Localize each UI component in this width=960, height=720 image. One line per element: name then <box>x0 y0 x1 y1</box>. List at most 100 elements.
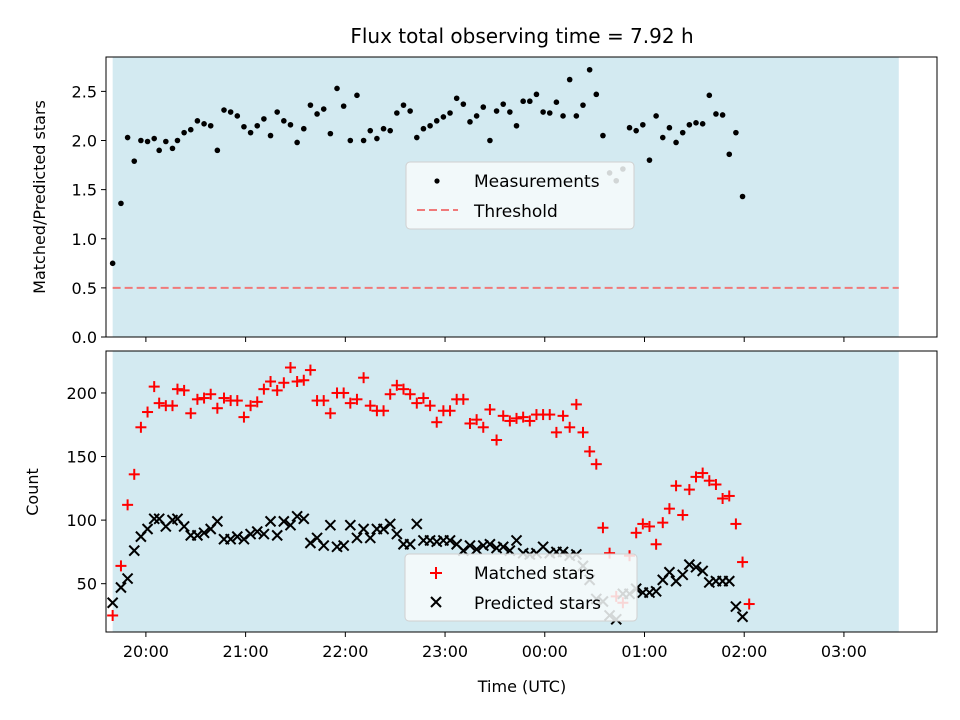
matched-star-point <box>417 392 429 404</box>
predicted-star-point <box>251 525 263 538</box>
measurement-point <box>679 129 686 136</box>
y-tick-label: 0.0 <box>72 328 97 347</box>
predicted-star-point <box>318 539 330 552</box>
predicted-star-point <box>411 518 423 530</box>
matched-star-point <box>153 397 165 409</box>
matched-star-point <box>677 509 689 521</box>
matched-star-point <box>650 538 662 550</box>
matched-star-point <box>166 400 178 412</box>
matched-star-point <box>115 560 127 572</box>
matched-star-point <box>218 392 230 404</box>
predicted-star-point <box>690 561 702 573</box>
matched-star-point <box>351 393 363 405</box>
matched-star-point <box>457 393 469 405</box>
matched-star-point <box>251 396 263 408</box>
measurement-point <box>394 110 400 116</box>
predicted-star-point <box>344 519 357 531</box>
matched-star-point <box>358 372 370 384</box>
matched-star-point <box>107 609 119 621</box>
measurement-point <box>247 129 254 136</box>
predicted-star-point <box>148 513 160 525</box>
count-y-ticks: 50 100 150 200 <box>66 384 106 594</box>
measurement-point <box>207 122 214 129</box>
predicted-star-point <box>291 510 303 523</box>
measurement-point <box>533 91 540 98</box>
measurement-point <box>360 137 367 144</box>
matched-star-point <box>271 384 283 396</box>
matched-star-point <box>683 484 695 496</box>
measurement-point <box>307 102 314 108</box>
measurement-point <box>487 137 493 144</box>
predicted-star-point <box>121 572 134 585</box>
ratio-legend-box <box>405 161 635 230</box>
legend-matched-marker <box>430 567 442 579</box>
matched-star-point <box>544 409 556 421</box>
measurement-point <box>513 122 520 129</box>
measurement-point <box>261 116 267 122</box>
y-tick-label: 0.5 <box>72 279 97 298</box>
matched-star-point <box>484 403 496 415</box>
matched-star-point <box>597 522 609 534</box>
matched-star-point <box>122 499 134 511</box>
matched-star-point <box>657 517 669 529</box>
matched-star-point <box>557 410 569 422</box>
measurement-point <box>586 66 593 73</box>
measurement-point <box>109 260 116 267</box>
x-tick-label: 22:00 <box>322 642 368 661</box>
measurement-point <box>646 157 653 163</box>
matched-star-point <box>504 415 516 427</box>
predicted-star-point <box>677 569 689 581</box>
matched-star-point <box>298 374 310 386</box>
measurement-point <box>138 137 144 144</box>
matched-star-point <box>318 395 330 407</box>
x-tick-label: 01:00 <box>621 642 667 661</box>
y-tick-label: 50 <box>77 575 97 594</box>
matched-star-point <box>703 475 715 487</box>
measurement-point <box>566 76 573 83</box>
ratio-axes-frame <box>105 56 938 338</box>
measurement-point <box>573 113 580 119</box>
predicted-star-point <box>404 538 416 550</box>
predicted-star-point <box>271 529 283 542</box>
count-panel: 50 100 150 200 20:00 21:00 22:00 23:00 00:00 01:… <box>23 350 938 696</box>
measurement-point <box>320 106 327 112</box>
predicted-star-point <box>298 513 310 525</box>
measurement-point <box>593 91 600 98</box>
measurement-point <box>194 118 201 124</box>
measurement-point <box>600 132 606 139</box>
measurement-point <box>169 145 176 152</box>
matched-star-point <box>404 388 416 400</box>
predicted-star-point <box>106 597 119 609</box>
predicted-star-point <box>231 530 244 543</box>
measurement-point <box>221 107 227 113</box>
x-tick-label: 00:00 <box>522 642 568 661</box>
matched-star-point <box>550 426 562 438</box>
measurement-point <box>294 139 300 146</box>
predicted-star-point <box>337 539 350 552</box>
matched-star-point <box>291 376 303 388</box>
matched-star-point <box>364 400 376 412</box>
predicted-star-point <box>211 515 224 528</box>
measurement-point <box>241 123 247 130</box>
matched-star-point <box>471 414 483 426</box>
matched-star-point <box>424 400 436 412</box>
measurement-point <box>413 134 420 141</box>
measurement-point <box>713 111 719 117</box>
measurement-point <box>507 109 513 115</box>
predicted-star-point <box>224 533 237 545</box>
matched-star-point <box>717 492 729 504</box>
predicted-star-point <box>510 534 523 547</box>
matched-star-point <box>231 395 243 407</box>
measurement-point <box>553 99 560 105</box>
measurement-point <box>626 124 633 131</box>
matched-star-point <box>464 417 476 429</box>
matched-star-point <box>135 421 147 433</box>
predicted-star-point <box>364 532 376 544</box>
measurement-point <box>274 109 280 115</box>
measurement-point <box>733 129 739 136</box>
measurement-point <box>340 103 347 109</box>
predicted-star-point <box>384 518 396 530</box>
matched-star-point <box>198 392 210 404</box>
measurement-point <box>347 137 354 144</box>
